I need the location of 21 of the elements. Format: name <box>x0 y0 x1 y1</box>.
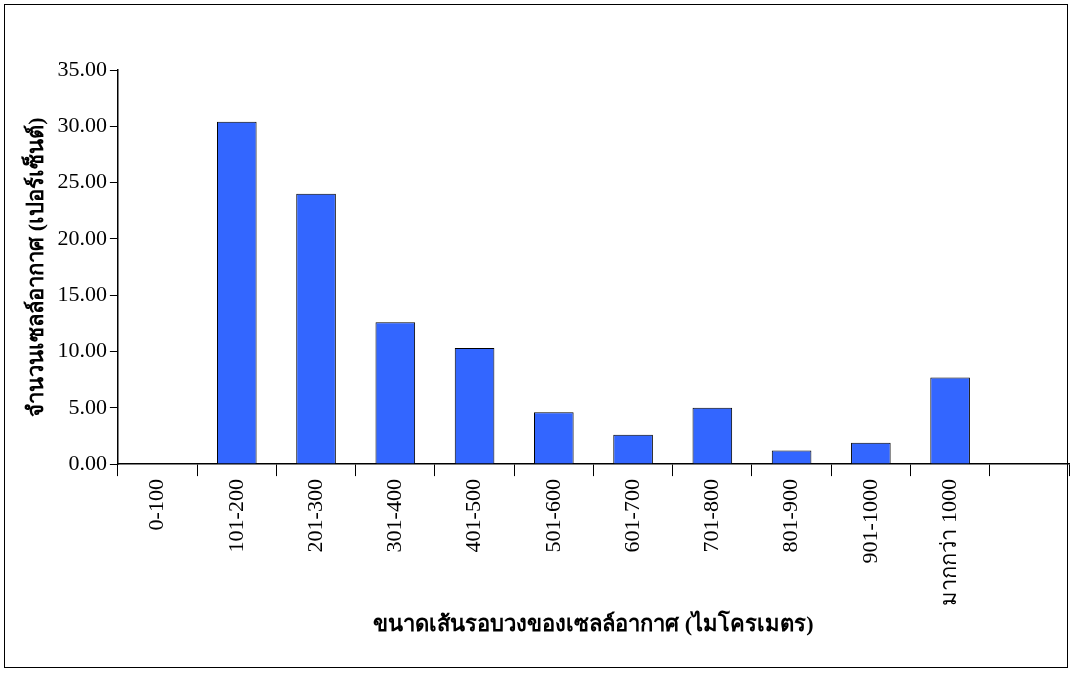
x-tick-label: 0-100 <box>143 479 169 531</box>
x-axis-title: ขนาดเส้นรอบวงของเซลล์อากาศ (ไมโครเมตร) <box>373 610 814 637</box>
x-tick-label: 801-900 <box>777 479 803 553</box>
x-tick-label: 501-600 <box>539 479 565 553</box>
y-tick-label: 20.00 <box>57 224 107 250</box>
y-tick-label: 5.00 <box>68 393 107 419</box>
y-axis-title: จำนวนเซลล์อากาศ (เปอร์เซ็นต์) <box>20 117 48 417</box>
x-tick-label: 701-800 <box>698 479 724 553</box>
y-tick-label: 10.00 <box>57 337 107 363</box>
y-tick-label: 30.00 <box>57 112 107 138</box>
x-tick-label: 301-400 <box>381 479 407 553</box>
y-tick-label: 35.00 <box>57 55 107 81</box>
x-tick-label: 101-200 <box>222 479 248 553</box>
x-tick-label: 401-500 <box>460 479 486 553</box>
x-tick-label: 601-700 <box>618 479 644 553</box>
y-tick-label: 25.00 <box>57 168 107 194</box>
x-tick-label: 201-300 <box>301 479 327 553</box>
y-tick-label: 15.00 <box>57 280 107 306</box>
y-tick-label: 0.00 <box>68 449 107 475</box>
x-tick-label: 901-1000 <box>856 479 882 564</box>
x-tick-label: มากกว่า 1000 <box>935 479 961 606</box>
